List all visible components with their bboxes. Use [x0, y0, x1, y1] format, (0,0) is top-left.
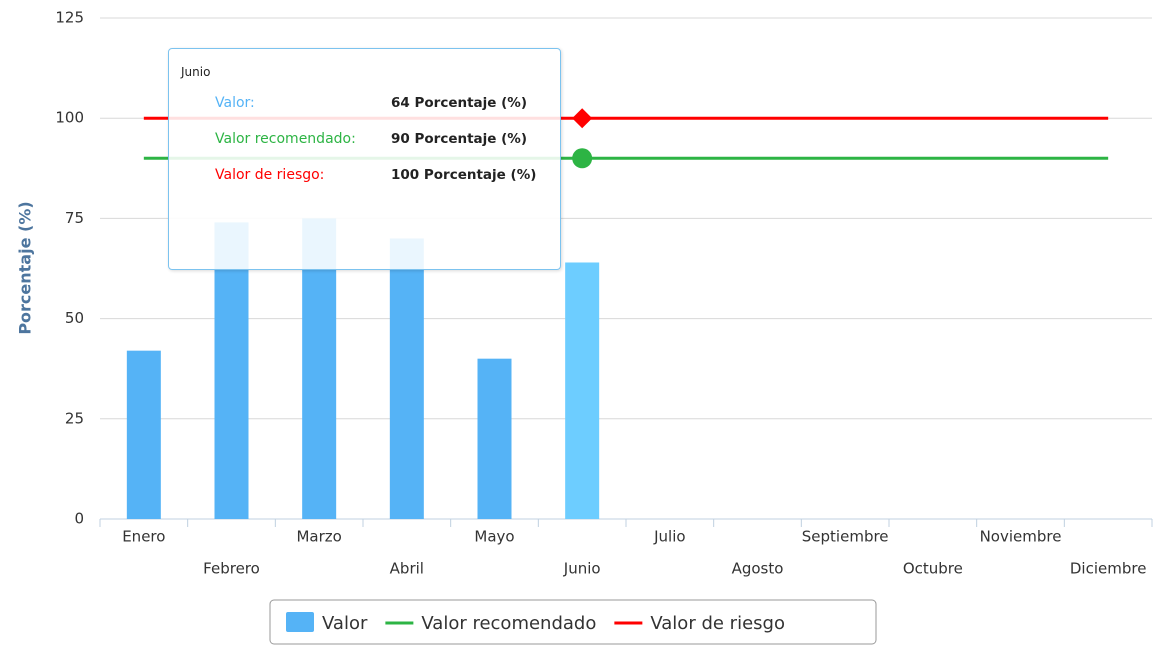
y-tick-label: 0: [74, 510, 84, 528]
tooltip-value: 64 Porcentaje (%): [391, 95, 527, 111]
bar: [477, 358, 512, 519]
hover-marker: [572, 148, 593, 169]
legend-box: [269, 599, 877, 645]
legend-label: Valor recomendado: [421, 613, 596, 634]
tooltip-label: Valor de riesgo:: [215, 167, 325, 183]
legend: Valor Valor recomendado Valor de riesgo: [269, 599, 877, 645]
tooltip-row: Valor de riesgo: 100 Porcentaje (%): [215, 157, 541, 193]
tooltip-label: Valor recomendado:: [215, 131, 356, 147]
y-tick-label: 125: [55, 9, 84, 27]
legend-label: Valor de riesgo: [650, 613, 785, 634]
x-tick-label: Agosto: [732, 560, 784, 578]
tooltip-title: Junio: [181, 65, 211, 79]
tooltip-row: Valor recomendado: 90 Porcentaje (%): [215, 121, 541, 157]
x-tick-label: Octubre: [903, 560, 963, 578]
legend-label: Valor: [322, 613, 368, 634]
bar: [214, 222, 249, 519]
x-tick-label: Febrero: [203, 560, 260, 578]
y-tick-label: 25: [65, 409, 84, 427]
bar: [565, 262, 600, 519]
x-tick-label: Septiembre: [802, 528, 889, 546]
x-tick-label: Noviembre: [980, 528, 1062, 546]
y-axis-title: Porcentaje (%): [16, 201, 35, 334]
tooltip: Junio Valor: 64 Porcentaje (%) Valor recom…: [168, 48, 561, 270]
y-tick-label: 50: [65, 309, 84, 327]
tooltip-row: Valor: 64 Porcentaje (%): [215, 85, 541, 121]
tooltip-value: 90 Porcentaje (%): [391, 131, 527, 147]
x-tick-label: Enero: [122, 528, 165, 546]
bar: [389, 238, 424, 519]
x-tick-label: Diciembre: [1070, 560, 1147, 578]
x-tick-label: Julio: [653, 528, 685, 546]
y-tick-label: 75: [65, 209, 84, 227]
x-tick-label: Marzo: [296, 528, 341, 546]
y-tick-label: 100: [55, 109, 84, 127]
hover-marker: [572, 108, 593, 129]
x-tick-label: Junio: [563, 560, 601, 578]
legend-swatch: [286, 612, 314, 632]
bar: [126, 350, 161, 519]
x-tick-label: Abril: [390, 560, 424, 578]
x-tick-label: Mayo: [474, 528, 514, 546]
tooltip-label: Valor:: [215, 95, 255, 111]
tooltip-table: Valor: 64 Porcentaje (%) Valor recomendado…: [215, 85, 541, 193]
tooltip-value: 100 Porcentaje (%): [391, 167, 537, 183]
